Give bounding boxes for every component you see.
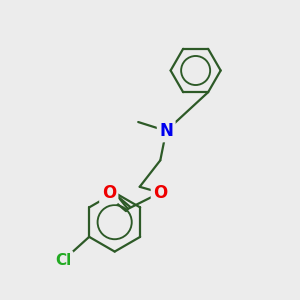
- Text: O: O: [153, 184, 167, 202]
- Text: O: O: [102, 184, 116, 202]
- Text: N: N: [159, 122, 173, 140]
- Text: Cl: Cl: [55, 253, 71, 268]
